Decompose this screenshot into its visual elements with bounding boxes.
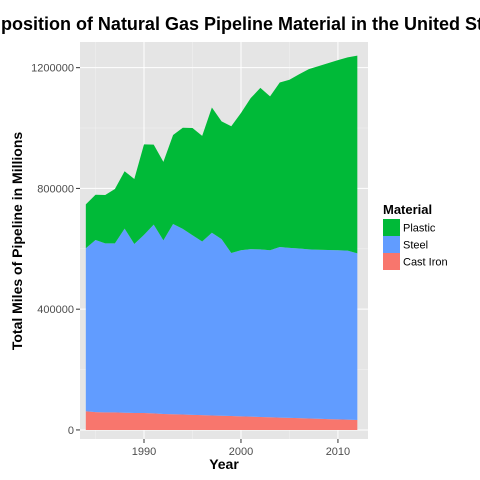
y-tick-label: 800000 (37, 183, 74, 195)
legend-label-steel: Steel (403, 240, 428, 252)
x-tick-label: 2000 (229, 446, 253, 458)
legend-key-plastic (383, 219, 400, 236)
area-layers (85, 55, 358, 430)
chart-title: Composition of Natural Gas Pipeline Mate… (0, 14, 480, 34)
legend-key-steel (383, 236, 400, 253)
y-tick-label: 400000 (37, 304, 74, 316)
y-tick-label: 0 (68, 425, 74, 437)
legend-label-plastic: Plastic (403, 223, 436, 235)
legend-label-cast-iron: Cast Iron (403, 257, 448, 269)
x-axis-title: Year (209, 456, 239, 472)
x-tick-label: 1990 (132, 446, 156, 458)
legend-title: Material (383, 202, 432, 217)
area-steel (85, 224, 358, 420)
y-axis-title: Total Miles of Pipeline in Millions (9, 132, 25, 351)
legend: Material Plastic Steel Cast Iron (383, 202, 448, 270)
y-axis: 0 400000 800000 1200000 (31, 63, 80, 437)
y-tick-label: 1200000 (31, 63, 74, 75)
area-plastic (85, 55, 358, 254)
legend-key-cast-iron (383, 253, 400, 270)
x-axis: 1990 2000 2010 (132, 439, 350, 458)
area-cast-iron (85, 411, 358, 430)
x-tick-label: 2010 (326, 446, 350, 458)
